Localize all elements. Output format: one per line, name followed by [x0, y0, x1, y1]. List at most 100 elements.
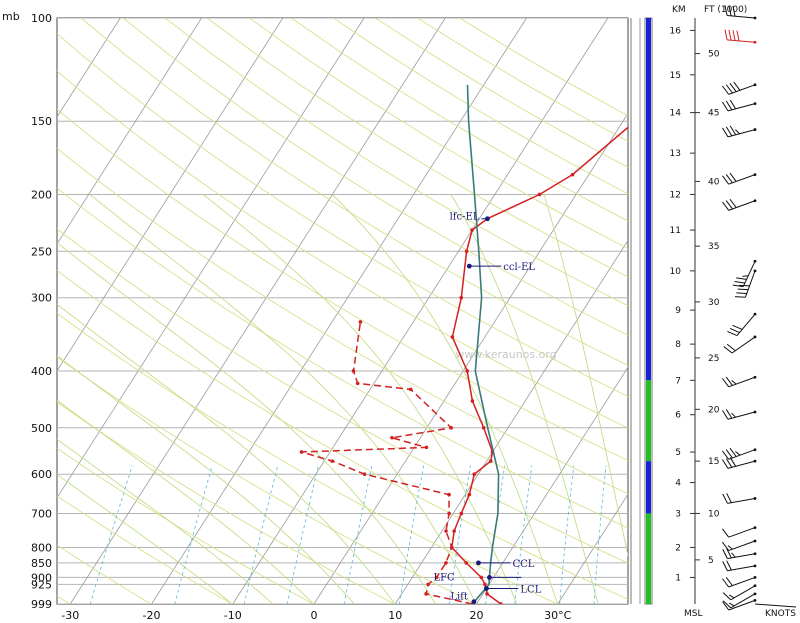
wind-barb-flag	[722, 378, 730, 388]
annotation-ccl-el: ccl-EL	[503, 262, 535, 273]
temperature-tick-label: 10	[388, 609, 402, 622]
dry-adiabat	[57, 401, 396, 604]
wind-barb-flag	[732, 5, 736, 17]
temperature-point	[472, 472, 477, 476]
wind-barb-point	[753, 539, 757, 543]
wind-barb-point	[753, 83, 757, 87]
wind-barb-staff	[744, 270, 756, 298]
wind-barb	[722, 198, 757, 211]
temperature-tick-label: 0	[311, 609, 318, 622]
temperature-point	[452, 529, 456, 533]
wind-barb-staff	[728, 174, 756, 185]
km-tick-label: 2	[675, 543, 681, 553]
wind-barb	[724, 5, 757, 20]
dry-adiabat	[57, 495, 233, 604]
stability-bar-segment	[646, 380, 651, 462]
wind-barb-flag	[725, 174, 733, 184]
level-marker	[471, 599, 477, 604]
wind-barb-staff	[742, 261, 756, 287]
dry-adiabat	[57, 108, 628, 462]
wind-barb-staff	[727, 565, 756, 572]
temperature-point	[450, 335, 455, 339]
ft-tick-label: 50	[708, 50, 720, 60]
wind-barb-flag	[736, 292, 747, 294]
km-tick-label: 16	[670, 26, 682, 36]
wind-barb	[722, 409, 757, 420]
wind-barb	[722, 172, 757, 185]
mixing-ratio-line	[286, 465, 319, 604]
wind-barb-point	[753, 16, 757, 20]
wind-barb-flag	[726, 560, 732, 571]
wind-barb-flag	[729, 198, 737, 208]
ft-tick-label: 15	[708, 457, 719, 467]
wind-barb-flag	[722, 450, 730, 460]
wind-barb-flag	[734, 296, 746, 298]
km-tick-label: 11	[670, 226, 681, 236]
temperature-point	[485, 592, 489, 596]
wind-barb-point	[753, 552, 757, 556]
annotation-ccl: CCL	[512, 559, 534, 570]
wind-barb-staff	[728, 599, 756, 611]
wind-barb-staff	[730, 593, 756, 609]
wind-barb-flag	[725, 449, 733, 459]
mixing-ratio-line	[514, 465, 533, 604]
isotherm-line	[313, 112, 628, 604]
km-header: KM	[672, 5, 686, 15]
wind-barb-staff	[730, 585, 756, 601]
wind-barb	[722, 526, 757, 538]
temperature-point	[712, 73, 716, 77]
wind-barb	[722, 457, 757, 469]
mixing-ratio-line	[448, 465, 471, 604]
temperature-point	[464, 561, 469, 565]
mixing-ratio-line	[174, 465, 213, 604]
pressure-tick-label: 850	[31, 557, 52, 570]
wind-barb-flag	[728, 594, 735, 599]
wind-barb-flag	[728, 602, 735, 607]
mixing-ratio-line	[243, 465, 279, 604]
temperature-line	[451, 126, 628, 604]
dewpoint-point	[424, 592, 428, 596]
pressure-tick-label: 700	[31, 507, 52, 520]
wind-barb-flag	[735, 129, 740, 135]
km-tick-label: 6	[675, 411, 681, 421]
wind-barb-point	[753, 459, 757, 463]
parcel-path-line	[466, 84, 500, 604]
moist-adiabat	[57, 242, 437, 604]
ft-tick-label: 20	[708, 405, 720, 415]
wind-barb-staff	[728, 200, 756, 211]
wind-barb-flag	[736, 277, 747, 280]
wind-barb	[734, 269, 757, 298]
wind-barb-flag	[731, 412, 737, 418]
wind-barb-staff	[736, 313, 756, 336]
temperature-point	[470, 399, 475, 403]
watermark: www.keraunos.org	[455, 348, 556, 361]
wind-barb-flag	[732, 284, 744, 288]
dry-adiabat	[57, 32, 628, 397]
dry-adiabat	[57, 269, 628, 600]
wind-barb-flag	[722, 561, 728, 571]
wind-barb	[723, 335, 757, 354]
moist-adiabat	[57, 355, 355, 604]
ft-tick-label: 40	[708, 177, 720, 187]
wind-barb	[722, 375, 757, 388]
km-tick-label: 12	[670, 190, 681, 200]
wind-barb-point	[753, 40, 757, 44]
dewpoint-point	[426, 582, 430, 587]
isotherm-line	[57, 18, 202, 245]
wind-barb-flag	[725, 84, 733, 94]
km-tick-label: 4	[675, 479, 681, 489]
wind-barb-point	[753, 410, 757, 414]
stability-bar-segment	[646, 513, 651, 604]
dewpoint-point	[449, 425, 453, 430]
dry-adiabat	[57, 544, 152, 604]
stability-bar-segment	[646, 461, 651, 514]
wind-barb-staff	[727, 553, 756, 560]
knots-label: KNOTS	[765, 609, 796, 619]
ft-tick-label: 10	[708, 509, 720, 519]
wind-barb	[732, 259, 757, 288]
wind-barb-flag	[729, 82, 737, 92]
ft-tick-label: 5	[708, 556, 714, 566]
km-tick-label: 10	[670, 267, 682, 277]
